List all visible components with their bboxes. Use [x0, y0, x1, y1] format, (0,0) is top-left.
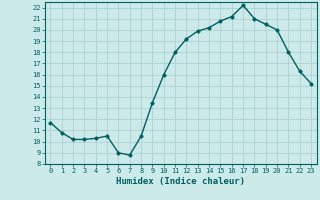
- X-axis label: Humidex (Indice chaleur): Humidex (Indice chaleur): [116, 177, 245, 186]
